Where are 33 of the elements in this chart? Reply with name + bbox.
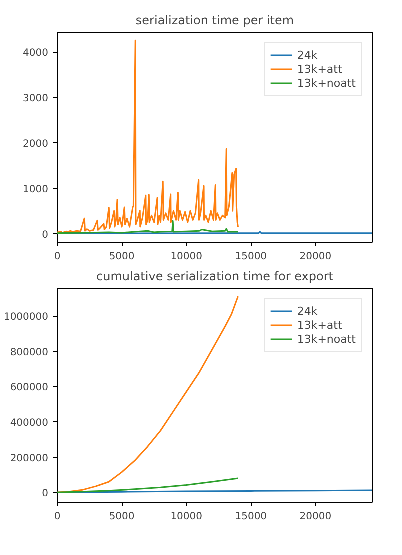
y-tick-label: 4000 xyxy=(23,48,49,60)
legend-label: 24k xyxy=(297,48,318,62)
x-tick-label: 10000 xyxy=(170,252,203,262)
line-series xyxy=(58,296,239,494)
x-tick-label: 20000 xyxy=(300,252,332,262)
y-tick-label: 3000 xyxy=(23,94,49,104)
x-tick-label: 5000 xyxy=(109,512,135,522)
x-tick-label: 15000 xyxy=(235,512,268,522)
line-series xyxy=(58,220,239,234)
x-tick-label: 0 xyxy=(54,512,61,522)
y-tick-label: 400000 xyxy=(10,418,49,429)
x-tick-label: 20000 xyxy=(300,512,332,522)
x-tick-label: 0 xyxy=(54,252,61,262)
y-tick-label: 1000000 xyxy=(4,312,49,324)
y-tick-label: 1000 xyxy=(23,184,49,196)
y-tick-label: 600000 xyxy=(10,382,49,394)
x-tick-label: 10000 xyxy=(170,512,203,522)
line-series xyxy=(58,40,239,234)
line-series xyxy=(58,478,239,494)
chart-title: cumulative serialization time for export xyxy=(96,270,334,284)
legend-label: 13k+noatt xyxy=(297,76,356,90)
legend-label: 24k xyxy=(297,304,318,318)
legend-label: 13k+noatt xyxy=(297,332,356,346)
x-tick-label: 15000 xyxy=(235,252,268,262)
legend-label: 13k+att xyxy=(297,62,342,76)
chart-title: serialization time per item xyxy=(136,14,294,28)
y-tick-label: 0 xyxy=(42,488,49,500)
y-tick-label: 0 xyxy=(42,230,49,241)
x-tick-label: 5000 xyxy=(109,252,135,262)
y-tick-label: 2000 xyxy=(23,138,49,150)
y-tick-label: 200000 xyxy=(10,453,49,464)
legend-label: 13k+att xyxy=(297,318,342,332)
y-tick-label: 800000 xyxy=(10,347,49,358)
